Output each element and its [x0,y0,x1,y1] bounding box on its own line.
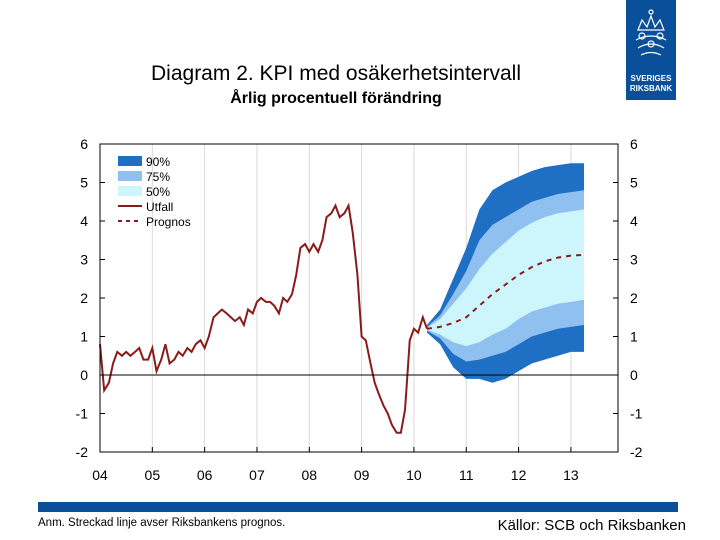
y-tick-label-left: 3 [80,252,88,268]
x-tick-label: 11 [459,467,474,483]
legend-label-forecast: Prognos [146,215,191,229]
x-tick-label: 12 [511,467,527,483]
y-tick-label-left: 6 [80,136,88,152]
logo-text-line1: SVERIGES [630,74,672,83]
y-tick-label-left: 5 [80,175,88,191]
y-tick-label-right: 2 [630,290,638,306]
x-tick-label: 06 [197,467,213,483]
y-tick-label-right: 5 [630,175,638,191]
crown-emblem-icon [635,9,667,56]
legend-label-band50: 50% [146,185,170,199]
x-tick-label: 09 [354,467,370,483]
x-tick-label: 05 [145,467,161,483]
y-tick-label-right: 0 [630,367,638,383]
x-tick-label: 13 [563,467,579,483]
y-tick-label-right: 1 [630,329,638,345]
legend-label-band75: 75% [146,170,170,184]
series-utfall-line [99,202,428,434]
y-tick-label-right: 3 [630,252,638,268]
x-tick-label: 07 [249,467,265,483]
y-tick-label-left: 4 [80,213,88,229]
riksbank-logo: SVERIGES RIKSBANK [626,0,676,100]
legend-label-band90: 90% [146,155,170,169]
y-tick-label-left: 0 [80,367,88,383]
y-tick-label-left: 1 [80,329,88,345]
axis-layer: -2 -2-1 -10 01 12 23 34 45 56 604 05 06 07 08 09 10 11 12… [76,136,643,483]
legend-swatch-band75 [118,171,142,181]
sources: Källor: SCB och Riksbanken [497,517,686,534]
y-tick-label-right: -1 [630,406,643,422]
x-tick-label: 04 [92,467,108,483]
legend-swatch-band90 [118,156,142,166]
y-tick-label-left: -2 [76,444,89,460]
logo-text-line2: RIKSBANK [629,84,673,93]
x-tick-label: 08 [302,467,318,483]
x-tick-label: 10 [406,467,422,483]
y-tick-label-right: 4 [630,213,638,229]
band-layer [427,163,584,383]
y-tick-label-left: 2 [80,290,88,306]
legend-label-actual: Utfall [146,200,173,214]
legend-swatch-band50 [118,186,142,196]
line-layer [99,202,585,434]
footnote: Anm. Streckad linje avser Riksbankens pr… [38,517,286,529]
chart-subtitle: Årlig procentuell förändring [230,90,442,107]
footer-bar [38,502,678,512]
uncertainty-band50 [427,209,584,347]
series-prognos-line [426,253,585,330]
y-tick-label-left: -1 [76,406,89,422]
y-tick-label-right: 6 [630,136,638,152]
y-tick-label-right: -2 [630,444,643,460]
chart-title: Diagram 2. KPI med osäkerhetsintervall [151,62,521,85]
